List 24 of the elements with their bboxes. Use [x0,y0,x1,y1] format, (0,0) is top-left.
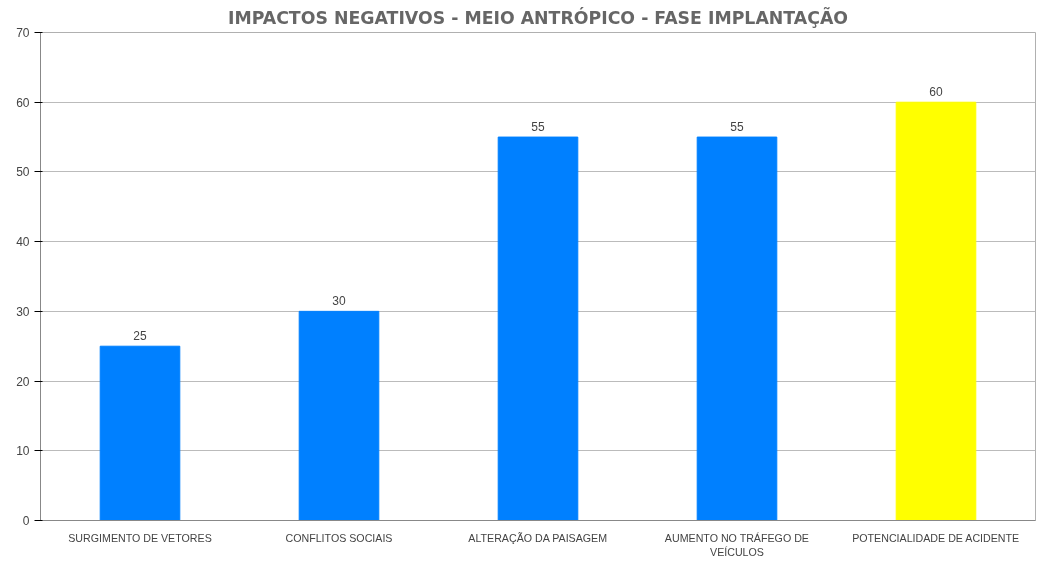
data-label: 55 [531,120,545,135]
y-tick-label: 10 [16,444,30,459]
x-tick-label: CONFLITOS SOCIAIS [285,531,393,544]
x-tick-label: SURGIMENTO DE VETORES [68,531,212,544]
data-label: 60 [929,85,943,100]
bar [895,101,977,521]
bar [99,345,181,521]
chart-title: IMPACTOS NEGATIVOS - MEIO ANTRÓPICO - FASE IMPLANTAÇÃO [227,5,849,28]
y-tick-label: 50 [16,165,30,180]
data-label: 25 [133,329,147,344]
y-tick-label: 60 [16,95,30,110]
y-tick-label: 30 [16,304,30,319]
y-tick-label: 70 [16,26,30,40]
y-tick-label: 20 [16,374,30,389]
bar [696,136,778,521]
x-tick-label: ALTERAÇÃO DA PAISAGEM [468,531,608,544]
bar [298,310,380,521]
x-tick-label: AUMENTO NO TRÁFEGO DE VEÍCULOS [664,531,809,558]
x-tick-label: POTENCIALIDADE DE ACIDENTE [852,531,1020,544]
data-label: 30 [332,294,346,309]
bar [497,136,579,521]
y-tick-label: 0 [22,514,30,528]
data-label: 55 [730,120,744,135]
y-tick-label: 40 [16,235,30,250]
